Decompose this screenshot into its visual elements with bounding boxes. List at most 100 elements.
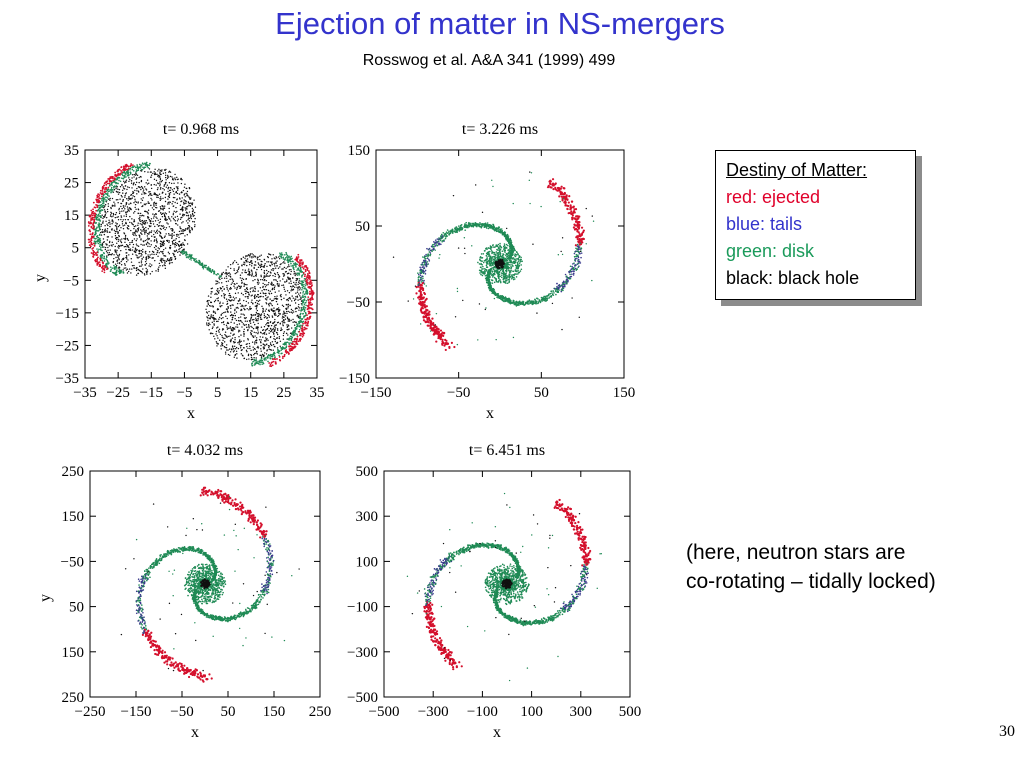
particle-black-hole xyxy=(131,268,133,270)
particle-black-hole xyxy=(123,182,126,184)
particle-tails xyxy=(423,271,426,273)
particle-black-hole xyxy=(123,180,125,183)
particle-black-hole xyxy=(207,295,210,297)
particle-black-hole xyxy=(186,190,189,193)
particle-black-hole xyxy=(112,243,114,246)
particle-black-hole xyxy=(278,283,280,285)
particle-ejected xyxy=(287,351,290,354)
particle-black-hole xyxy=(179,204,182,206)
particle-black-hole xyxy=(179,213,181,215)
particle-black-hole xyxy=(286,316,289,319)
particle-disk xyxy=(98,227,101,230)
particle-black-hole xyxy=(115,256,117,259)
particle-ejected xyxy=(94,212,97,215)
particle-disk xyxy=(417,272,419,274)
particle-black-hole xyxy=(101,229,104,231)
particle-ejected xyxy=(421,311,425,315)
particle-tails xyxy=(429,249,432,252)
particle-black-hole xyxy=(289,285,292,288)
particle-black-hole xyxy=(167,186,170,189)
particle-black-hole xyxy=(142,226,145,228)
particle-black-hole xyxy=(229,296,231,299)
particle-ejected xyxy=(92,201,95,204)
particle-black-hole xyxy=(254,305,257,307)
particle-disk xyxy=(106,265,108,267)
particle-black-hole xyxy=(129,243,131,246)
particle-disk xyxy=(511,246,513,249)
particle-black-hole xyxy=(170,258,173,261)
particle-black-hole xyxy=(156,223,158,226)
particle-black-hole xyxy=(115,238,118,241)
particle-black-hole xyxy=(283,297,285,299)
particle-black-hole xyxy=(177,218,179,220)
particle-black-hole xyxy=(166,203,169,205)
particle-black-hole xyxy=(162,244,165,247)
particle-disk xyxy=(257,363,260,365)
particle-black-hole xyxy=(142,244,144,246)
particle-disk xyxy=(287,260,289,262)
particle-black-hole xyxy=(157,219,159,222)
particle-black-hole xyxy=(177,251,179,253)
particle-black-hole xyxy=(269,336,272,339)
particle-black-hole xyxy=(259,341,262,343)
particle-black-hole xyxy=(168,203,170,205)
particle-black-hole xyxy=(127,245,129,247)
particle-black-hole xyxy=(254,323,256,326)
particle-ejected xyxy=(304,265,307,268)
particle-ejected xyxy=(293,338,296,341)
particle-black-hole xyxy=(284,262,286,264)
particle-black-hole xyxy=(246,255,249,257)
particle-black-hole xyxy=(290,268,292,271)
particle-black-hole xyxy=(248,325,250,327)
particle-black-hole xyxy=(173,218,175,221)
particle-black-hole xyxy=(251,341,254,343)
particle-black-hole xyxy=(125,221,127,224)
particle-black-hole xyxy=(240,309,242,312)
particle-black-hole xyxy=(127,239,130,242)
particle-black-hole xyxy=(276,328,279,330)
particle-black-hole xyxy=(187,219,189,221)
particle-disk xyxy=(219,275,221,277)
particle-black-hole xyxy=(164,183,167,185)
particle-black-hole xyxy=(157,270,159,272)
particle-black-hole xyxy=(264,344,266,347)
particle-ejected xyxy=(441,340,444,343)
particle-black-hole xyxy=(186,243,189,245)
particle-black-hole xyxy=(213,335,215,338)
particle-black-hole xyxy=(249,274,251,276)
particle-black-hole xyxy=(226,310,229,312)
particle-disk xyxy=(102,194,105,197)
particle-black-hole xyxy=(159,264,161,267)
panel-t0968: t= 0.968 ms −35 −25 −15 −5 5 15 25 35 −35 −25 −15 −5… xyxy=(30,112,330,428)
particle-black-hole xyxy=(296,286,298,289)
particle-black-hole xyxy=(240,292,243,295)
particle-black-hole xyxy=(251,335,254,337)
particle-black-hole xyxy=(228,299,231,302)
particle-disk xyxy=(289,256,291,259)
particle-black-hole xyxy=(268,329,270,332)
particle-disk xyxy=(111,190,113,193)
particle-black-hole xyxy=(164,219,166,221)
particle-ejected xyxy=(90,239,93,242)
particle-disk xyxy=(99,241,101,244)
particle-black-hole xyxy=(150,176,152,178)
particle-ejected xyxy=(273,357,275,360)
particle-ejected xyxy=(116,170,119,173)
particle-black-hole xyxy=(206,300,209,302)
particle-black-hole xyxy=(250,307,252,310)
particle-black-hole xyxy=(240,285,242,288)
y-tick-label: −35 xyxy=(56,371,79,387)
particle-black-hole xyxy=(227,311,229,313)
particle-black-hole xyxy=(118,262,121,264)
particle-black-hole xyxy=(255,272,257,274)
particle-disk xyxy=(98,228,101,231)
particle-black-hole xyxy=(230,311,232,313)
particle-disk xyxy=(303,303,306,306)
particle-black-hole xyxy=(114,263,117,265)
particle-disk xyxy=(483,222,486,225)
particle-black-hole xyxy=(255,295,258,298)
particle-ejected xyxy=(427,312,430,315)
particle-black-hole xyxy=(250,260,253,262)
particle-black-hole xyxy=(233,268,235,270)
particle-disk xyxy=(500,228,503,230)
